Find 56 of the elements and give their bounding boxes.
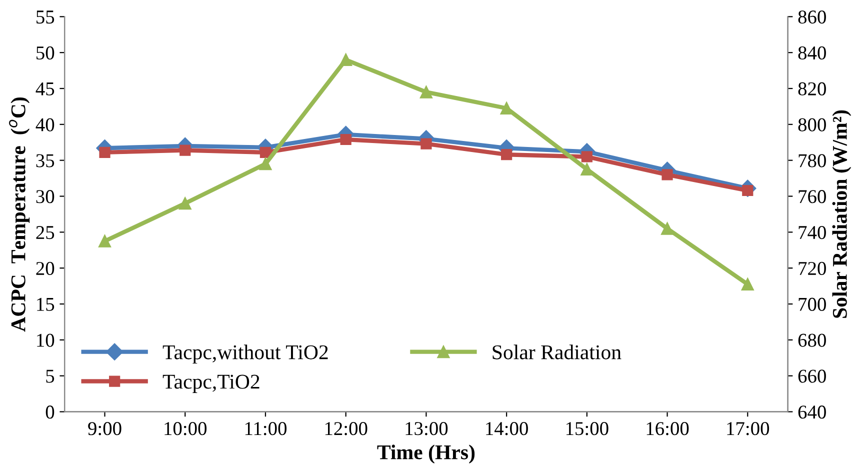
point [180,144,191,156]
y2-tick-label: 860 [798,10,826,24]
point [662,169,673,180]
y2-tick-label: 640 [798,406,826,419]
x-tick-label: 15:00 [566,422,608,436]
legend-label: Solar Radiation [492,344,622,360]
y-tick-label: 50 [36,46,54,60]
y2-tick-label: 700 [798,298,826,311]
x-tick-label: 17:00 [727,422,770,436]
legend-label: Tacpc,TiO2 [162,374,260,393]
x-tick-label: 9:00 [88,422,122,436]
y-tick-label: 15 [37,298,54,311]
point [260,146,272,158]
x-tick-label: 14:00 [486,422,528,436]
point [501,149,512,160]
y2-tick-label: 740 [798,226,826,240]
y-tick-label: 5 [46,370,54,383]
y-axis-title: ACPC Temperature ($^{o}$C) [9,98,30,332]
legend-label: Tacpc,without TiO2 [162,344,328,364]
y-tick-label: 10 [37,334,54,347]
point [259,158,272,170]
point [581,151,592,162]
point [178,197,192,210]
x-axis-title: Time (Hrs) [377,444,475,464]
point [580,163,594,176]
y2-tick-label: 720 [798,262,826,276]
y2-tick-label: 760 [798,190,826,204]
y-tick-label: 0 [46,406,54,419]
y2-tick-label: 680 [798,334,826,347]
x-tick-label: 11:00 [245,422,287,436]
y-tick-label: 30 [36,190,54,204]
point [741,278,754,290]
y-tick-label: 20 [36,262,54,276]
y2-tick-label: 820 [798,82,826,96]
x-tick-label: 10:00 [164,422,207,436]
y-tick-label: 55 [36,10,54,24]
x-tick-label: 16:00 [646,422,689,436]
point [661,222,674,235]
y-tick-label: 35 [36,154,54,168]
y2-tick-label: 840 [798,46,826,60]
x-tick-label: 12:00 [325,422,368,436]
y-tick-label: 25 [36,226,54,240]
x-tick-label: 13:00 [406,422,448,436]
point [500,102,513,114]
y2-tick-label: 780 [798,154,826,168]
y2-axis-title: Solar Radiation (W/m²) [832,110,852,318]
point [98,234,112,248]
point [420,138,432,150]
point [340,134,352,146]
y2-tick-label: 800 [798,118,826,132]
point [340,54,352,66]
point [420,86,432,98]
y2-tick-label: 660 [798,370,826,383]
y-tick-label: 40 [36,118,54,132]
y-tick-label: 45 [36,82,54,96]
point [99,146,110,158]
